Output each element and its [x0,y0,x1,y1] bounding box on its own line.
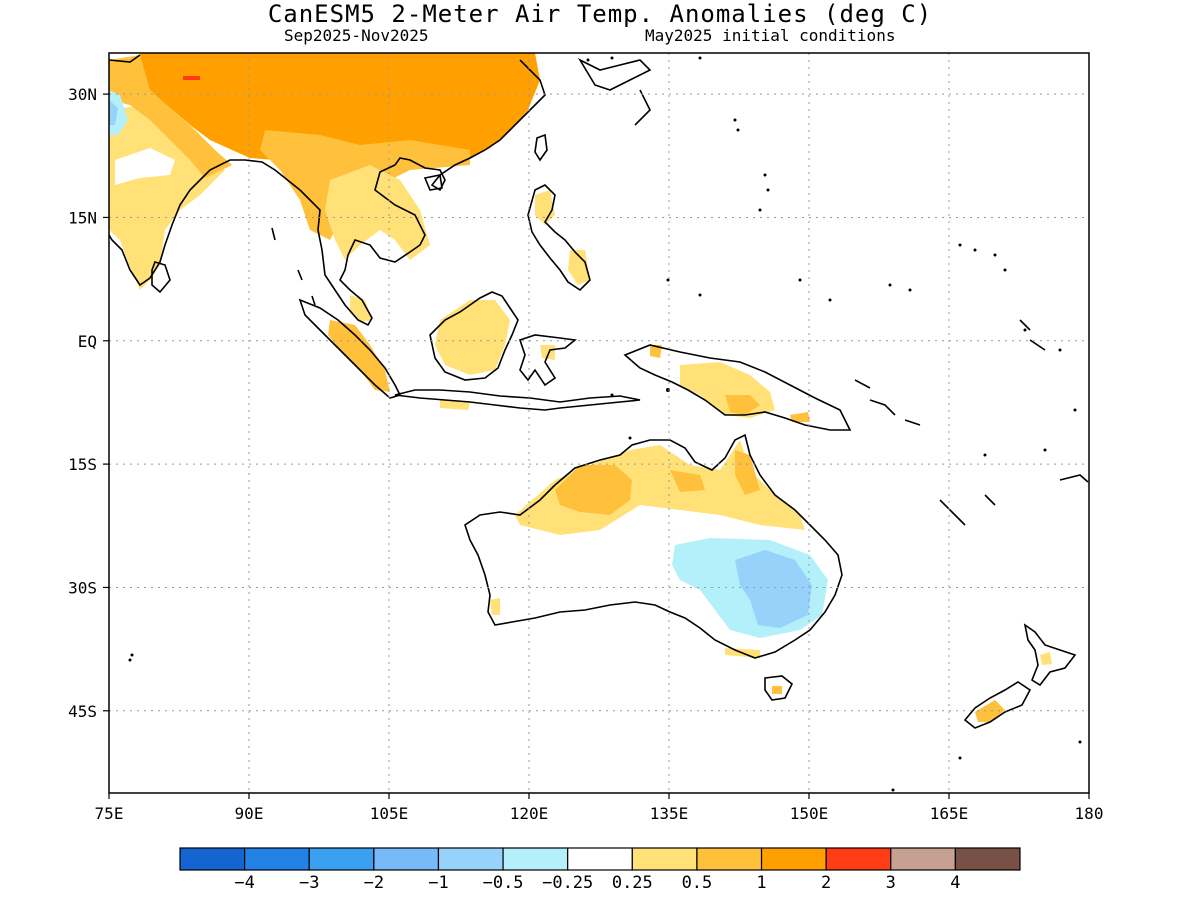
map-title: CanESM5 2-Meter Air Temp. Anomalies (deg… [267,0,933,28]
lon-tick-label: 90E [235,804,264,823]
colorbar-label: −0.25 [542,873,593,893]
lon-tick-label: 105E [370,804,409,823]
shade-aus-se-blue [735,550,812,628]
shade-west-blue-dark [109,100,118,125]
shade-india-light-orange [109,55,232,178]
colorbar-label: −4 [234,873,254,893]
coast-tasmania [764,675,794,701]
lon-tick-label: 120E [510,804,549,823]
coast-nz-south [963,681,1032,729]
shade-malaya [350,295,372,322]
lat-tick-label: 30N [68,85,97,104]
colorbar-swatch [890,847,956,871]
colorbar-label: −3 [299,873,319,893]
lon-tick-label: 165E [930,804,969,823]
shade-indochina-yellow [325,165,430,260]
forecast-period: Sep2025-Nov2025 [284,26,429,45]
colorbar-label: 0.5 [682,873,713,893]
colorbar-label: 0.25 [612,873,653,893]
shade-tibet-red [183,76,200,80]
colorbar-swatch [244,847,310,871]
colorbar-swatch [179,847,246,871]
colorbar-swatch [760,847,827,871]
graticule [109,53,1089,793]
coast-philippines [527,184,591,292]
shade-sumatra [328,320,390,392]
colorbar-swatch [825,847,892,871]
lat-tick-label: 30S [68,578,97,597]
shade-aus-north-orange [555,465,632,515]
coastlines [109,54,1089,729]
shade-sulawesi [540,345,555,360]
coast-sumatra [298,298,402,399]
colorbar-swatch [631,847,698,871]
coast-srilanka [151,261,171,294]
colorbar-swatch [373,847,440,871]
coast-nicobar [271,227,316,306]
coast-sulawesi [518,334,577,387]
coast-japan-korea [577,58,652,126]
colorbar-label: −1 [428,873,448,893]
colorbar-swatch [437,847,504,871]
shade-tasmania [772,686,782,694]
colorbar-swatch [308,847,375,871]
colorbar-label: 1 [756,873,766,893]
lon-tick-label: 180 [1075,804,1104,823]
coast-islands-pacific [854,319,1089,526]
coast-newguinea [623,344,852,431]
shade-png-orange [725,395,760,415]
coast-borneo [429,291,519,381]
colorbar-swatch [502,847,569,871]
coast-taiwan [534,133,548,162]
axis-labels: 75E 90E 105E 120E 135E 150E 165E 180 30N 15N EQ 15S… [68,85,1103,823]
shade-aus-sw [490,598,500,615]
coast-nz-north [1023,623,1077,687]
shade-philippines-s [568,250,590,285]
shade-java [440,400,470,410]
shade-aus-cape-orange [735,450,760,495]
coast-australia [464,433,843,659]
shade-halmahera [650,345,662,358]
map-frame [108,52,1090,794]
lon-tick-label: 75E [95,804,124,823]
lon-tick-label: 135E [650,804,689,823]
coast-asia [109,54,546,327]
colorbar-swatch [567,847,633,871]
colorbar-label: −0.5 [483,873,524,893]
colorbar: −4 −3 −2 −1 −0.5 −0.25 0.25 0.5 1 2 3 4 [179,847,1021,893]
colorbar-label: 3 [886,873,896,893]
shade-png-east [790,412,810,422]
shade-philippines [535,190,555,225]
island-dots [128,56,1082,792]
anomaly-fields [109,53,1052,722]
shade-nz-north [1040,652,1052,665]
colorbar-swatch [696,847,763,871]
initial-conditions: May2025 initial conditions [645,26,896,45]
shade-borneo [435,300,510,375]
lat-tick-label: 15S [68,455,97,474]
shade-nz-south [975,700,1005,722]
colorbar-swatch [954,847,1021,871]
lat-tick-label: 15N [68,208,97,227]
shade-aus-gulf-orange [670,470,705,492]
lat-tick-label: EQ [78,332,97,351]
colorbar-label: 2 [821,873,831,893]
shade-india-white [115,148,175,185]
lon-tick-label: 150E [790,804,829,823]
colorbar-label: 4 [950,873,960,893]
colorbar-label: −2 [364,873,384,893]
coast-hainan [423,174,443,191]
lat-tick-label: 45S [68,702,97,721]
coast-java [394,389,641,411]
shade-asia-orange [140,53,540,200]
